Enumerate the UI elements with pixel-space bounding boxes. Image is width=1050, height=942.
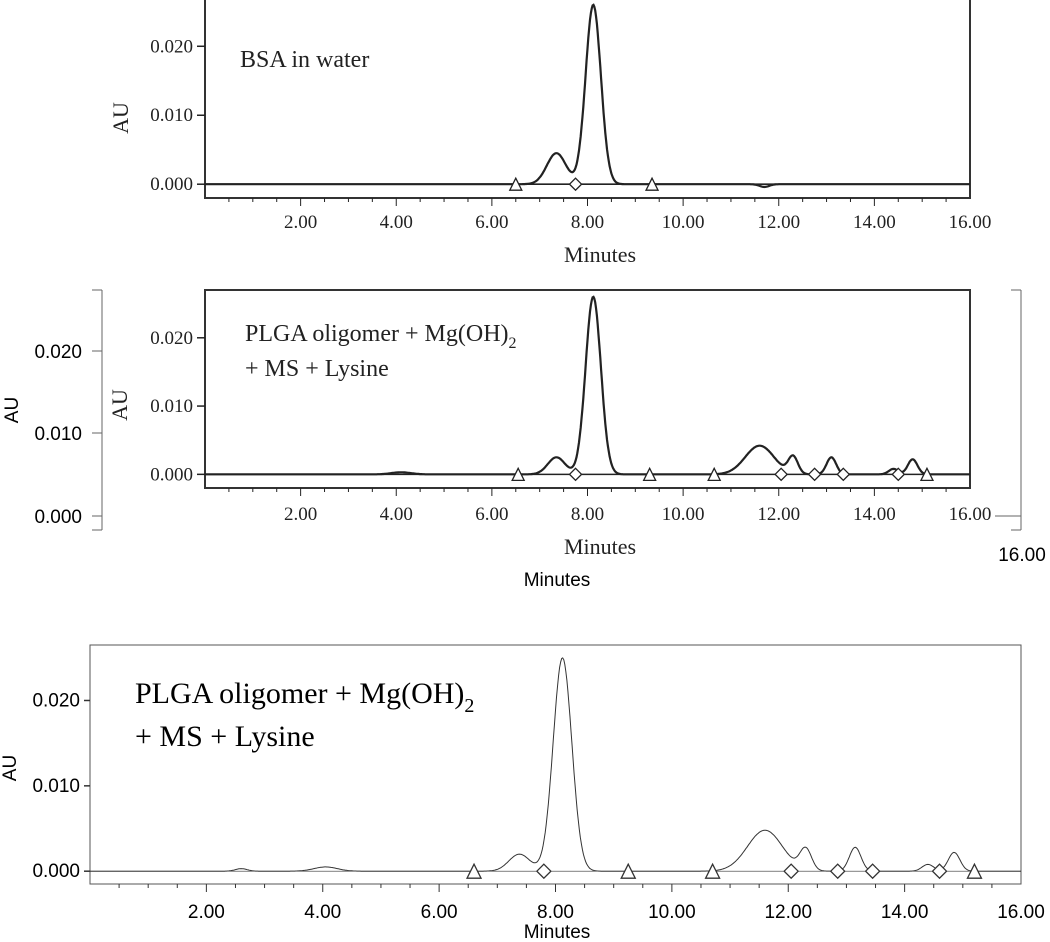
y-tick-label: 0.000 bbox=[32, 861, 80, 882]
y-axis-label: AU bbox=[0, 755, 21, 781]
y-tick-label: 0.020 bbox=[32, 690, 80, 711]
x-axis-label: Minutes bbox=[564, 242, 636, 267]
x-tick-label: 8.00 bbox=[537, 902, 574, 923]
x-tick-label: 16.00 bbox=[997, 902, 1045, 923]
peak-start-marker bbox=[465, 862, 483, 879]
peak-start-marker bbox=[707, 466, 722, 481]
peak-split-marker bbox=[931, 863, 948, 880]
peak-annotation: PLGA oligomer + Mg(OH)2 bbox=[245, 321, 517, 352]
x-tick-label: 6.00 bbox=[475, 212, 508, 233]
x-tick-label: 16.00 bbox=[949, 504, 992, 525]
peak-split-marker bbox=[535, 863, 552, 880]
x-tick-label: 8.00 bbox=[571, 504, 604, 525]
peak-annotation: + MS + Lysine bbox=[245, 356, 389, 382]
x-tick-label: 12.00 bbox=[764, 902, 812, 923]
y-tick-label: 0.000 bbox=[34, 507, 82, 528]
y-axis-label: AU bbox=[108, 102, 133, 134]
x-tick-label: 4.00 bbox=[304, 902, 341, 923]
x-tick-label: 14.00 bbox=[853, 504, 896, 525]
y-axis-label: AU bbox=[2, 397, 23, 423]
overlay-chart-frame: 0.020 0.010 0.000 AU 16.00 Minutes bbox=[2, 289, 1046, 591]
x-tick-label: 2.00 bbox=[284, 212, 317, 233]
y-tick-label: 0.020 bbox=[150, 36, 193, 57]
peak-split-marker bbox=[568, 467, 583, 482]
peak-start-marker bbox=[620, 862, 637, 879]
peak-split-marker bbox=[864, 863, 881, 880]
x-tick-label: 10.00 bbox=[662, 504, 705, 525]
x-tick-label: 12.00 bbox=[757, 212, 800, 233]
x-tick-label: 10.00 bbox=[662, 212, 705, 233]
chromatogram-trace bbox=[205, 3, 970, 189]
x-tick-label: 4.00 bbox=[380, 504, 413, 525]
peak-annotation: PLGA oligomer + Mg(OH)2 bbox=[135, 677, 474, 717]
peak-annotation: + MS + Lysine bbox=[135, 720, 315, 753]
x-tick-label: 6.00 bbox=[475, 504, 508, 525]
peak-start-marker bbox=[966, 862, 983, 879]
y-axis-label: AU bbox=[107, 389, 132, 421]
x-tick-label: 10.00 bbox=[648, 902, 696, 923]
x-tick-label: 14.00 bbox=[881, 902, 929, 923]
x-tick-label: 16.00 bbox=[949, 212, 992, 233]
x-tick-label: 12.00 bbox=[757, 504, 800, 525]
peak-start-marker bbox=[644, 176, 660, 191]
peak-start-marker bbox=[919, 466, 935, 481]
y-tick-label: 0.000 bbox=[150, 174, 193, 195]
peak-annotation: BSA in water bbox=[240, 47, 369, 73]
peak-split-marker bbox=[783, 863, 800, 880]
peak-start-marker bbox=[642, 466, 657, 481]
peak-start-marker bbox=[508, 176, 523, 191]
y-tick-label: 0.020 bbox=[34, 342, 82, 363]
peak-split-marker bbox=[807, 467, 822, 482]
chromatogram-trace bbox=[90, 657, 1021, 872]
peak-split-marker bbox=[836, 467, 851, 482]
y-tick-label: 0.010 bbox=[150, 396, 193, 417]
y-tick-label: 0.010 bbox=[34, 424, 82, 445]
x-tick-label: 6.00 bbox=[421, 902, 458, 923]
y-tick-label: 0.000 bbox=[150, 464, 193, 485]
peak-start-marker bbox=[511, 466, 526, 481]
x-tick-label: 16.00 bbox=[998, 545, 1046, 566]
x-tick-label: 14.00 bbox=[853, 212, 896, 233]
x-axis-label: Minutes bbox=[564, 534, 636, 559]
y-tick-label: 0.010 bbox=[32, 776, 80, 797]
peak-split-marker bbox=[568, 177, 583, 192]
x-tick-label: 8.00 bbox=[571, 212, 604, 233]
y-tick-label: 0.010 bbox=[150, 105, 193, 126]
chromatogram-plga-scanned: PLGA oligomer + Mg(OH)2 + MS + Lysine AU… bbox=[107, 289, 992, 559]
peak-split-marker bbox=[891, 467, 906, 482]
plot-frame bbox=[204, 289, 971, 489]
chromatogram-plga-clean: PLGA oligomer + Mg(OH)2 + MS + Lysine AU… bbox=[0, 644, 1045, 942]
plot-frame bbox=[204, 0, 971, 199]
peak-start-marker bbox=[704, 862, 721, 879]
x-axis-label: Minutes bbox=[524, 922, 591, 942]
peak-split-marker bbox=[774, 467, 789, 482]
peak-split-marker bbox=[829, 863, 846, 880]
x-tick-label: 2.00 bbox=[188, 902, 225, 923]
chromatogram-bsa-in-water: BSA in water AU Minutes 0.000 0.010 0.020 2… bbox=[108, 0, 991, 267]
x-axis-label: Minutes bbox=[524, 570, 591, 591]
y-tick-label: 0.020 bbox=[150, 328, 193, 349]
x-tick-label: 4.00 bbox=[380, 212, 413, 233]
x-tick-label: 2.00 bbox=[284, 504, 317, 525]
